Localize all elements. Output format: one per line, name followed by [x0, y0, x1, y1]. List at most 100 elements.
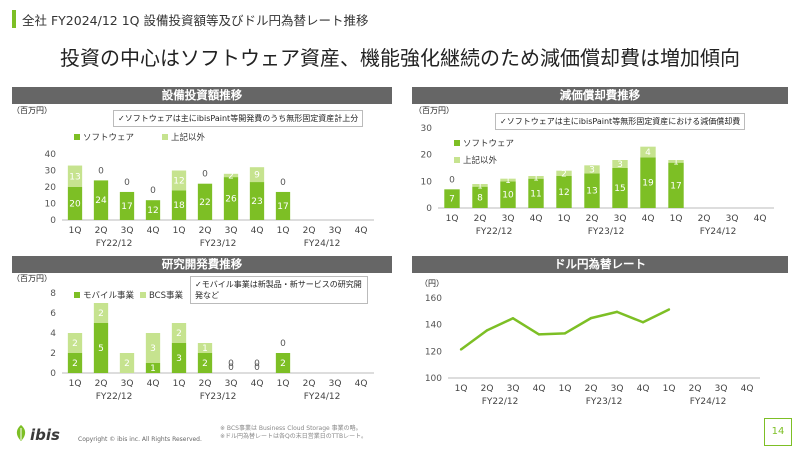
data-label: 5	[98, 344, 104, 354]
bar-primary	[67, 187, 83, 220]
x-tick-label: 3Q	[225, 226, 238, 236]
bar-secondary	[584, 165, 600, 174]
x-tick-label: 3Q	[329, 379, 342, 389]
x-tick-label: 4Q	[251, 379, 264, 389]
data-label: 4	[645, 148, 651, 158]
fy-label: FY24/12	[690, 397, 727, 407]
data-label: 1	[505, 176, 511, 186]
bar-primary	[249, 182, 265, 220]
fy-label: FY22/12	[96, 392, 133, 402]
data-label: 17	[670, 181, 681, 191]
y-tick-label: 0	[50, 216, 56, 226]
x-tick-label: 3Q	[121, 226, 134, 236]
fy-label: FY23/12	[200, 392, 237, 402]
y-tick-label: 2	[50, 349, 56, 359]
x-tick-label: 1Q	[173, 226, 186, 236]
fx-chart: 100 120 140 160 1Q 2Q 3Q 4Q 1Q 2Q 3Q 4Q 1Q 2Q 3Q 4Q FY22…	[425, 294, 760, 407]
bar-secondary	[223, 173, 239, 178]
bar-primary	[145, 200, 161, 220]
data-label: 22	[199, 198, 210, 208]
x-tick-label: 3Q	[502, 214, 515, 224]
data-label: 12	[147, 206, 158, 216]
x-tick-label: 1Q	[559, 384, 572, 394]
fy-label: FY24/12	[304, 239, 341, 249]
data-label: 2	[72, 339, 78, 349]
x-tick-label: 1Q	[277, 379, 290, 389]
x-tick-label: 2Q	[585, 384, 598, 394]
x-tick-label: 4Q	[637, 384, 650, 394]
data-label: 2	[176, 329, 182, 339]
fx-point	[667, 308, 671, 311]
data-label: 9	[254, 171, 260, 181]
fy-label: FY23/12	[588, 227, 625, 237]
data-label: 0	[280, 339, 286, 349]
bar-primary	[584, 173, 600, 208]
legend-label: 上記以外	[463, 155, 498, 166]
data-label: 24	[95, 196, 107, 206]
bar-secondary	[472, 184, 488, 187]
x-tick-label: 1Q	[670, 214, 683, 224]
bar-secondary	[67, 165, 83, 187]
x-tick-label: 3Q	[121, 379, 134, 389]
data-label: 0	[124, 178, 130, 188]
y-tick-label: 160	[425, 294, 442, 304]
legend-swatch	[74, 134, 80, 140]
y-tick-label: 30	[421, 124, 433, 134]
data-label: 17	[277, 202, 288, 212]
x-tick-label: 4Q	[355, 379, 368, 389]
legend-label: ソフトウェア	[83, 133, 134, 143]
data-label: 3	[589, 165, 595, 175]
legend-swatch	[162, 134, 168, 140]
data-label: 1	[673, 157, 679, 167]
data-label: 13	[69, 172, 80, 182]
bar-primary	[197, 353, 213, 373]
data-label: 1	[202, 344, 208, 354]
bar-secondary	[171, 170, 187, 191]
fy-label: FY24/12	[700, 227, 737, 237]
legend-label: BCS事業	[149, 290, 184, 301]
fx-point	[615, 310, 619, 314]
fy-label: FY23/12	[200, 239, 237, 249]
fx-series-line	[460, 308, 670, 351]
y-tick-label: 6	[50, 309, 56, 319]
x-tick-label: 2Q	[689, 384, 702, 394]
x-tick-label: 3Q	[726, 214, 739, 224]
x-tick-label: 1Q	[69, 226, 82, 236]
x-tick-label: 1Q	[558, 214, 571, 224]
bar-secondary	[556, 170, 572, 176]
legend-swatch	[140, 292, 146, 298]
x-tick-label: 1Q	[446, 214, 459, 224]
legend-label: ソフトウェア	[463, 139, 514, 149]
data-label: 2	[280, 359, 286, 369]
bar-secondary	[171, 323, 187, 343]
footnote-bcs: ※ BCS事業は Business Cloud Storage 事業の略。	[220, 425, 362, 432]
data-label: 10	[502, 191, 514, 201]
data-label: 0	[150, 186, 156, 196]
bar-primary	[275, 191, 291, 220]
capex-unit: （百万円）	[12, 106, 52, 115]
y-tick-label: 10	[421, 177, 433, 187]
data-label: 2	[228, 171, 234, 181]
x-tick-label: 4Q	[642, 214, 655, 224]
x-tick-label: 4Q	[355, 226, 368, 236]
bar-primary	[171, 343, 187, 373]
data-label: 0	[98, 166, 104, 176]
data-label: 15	[614, 184, 625, 194]
fx-point	[641, 321, 645, 324]
data-label: 17	[121, 202, 132, 212]
capex-panel-title: 設備投資額推移	[12, 87, 392, 104]
bar-primary	[93, 323, 109, 373]
bar-secondary	[197, 343, 213, 353]
bar-primary	[612, 168, 628, 208]
capex-note: ✓ソフトウェアは主にibisPaint等開発費のうち無形固定資産計上分	[113, 110, 364, 127]
header-title: 全社 FY2024/12 1Q 設備投資額等及びドル円為替レート推移	[22, 13, 369, 28]
bar-secondary	[119, 353, 135, 373]
data-label: 1	[150, 364, 156, 374]
data-label: 7	[449, 195, 455, 205]
bar-primary	[223, 177, 239, 220]
fx-point	[563, 332, 567, 335]
logo-text: ibis	[30, 426, 60, 444]
x-tick-label: 4Q	[251, 226, 264, 236]
x-tick-label: 4Q	[741, 384, 754, 394]
